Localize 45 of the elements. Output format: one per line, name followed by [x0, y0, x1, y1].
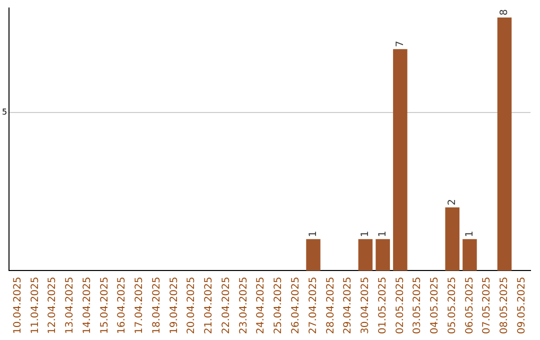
- bar: [393, 49, 408, 271]
- x-tick-label: 12.04.2025: [47, 276, 58, 334]
- data-label: 1: [464, 230, 476, 238]
- x-tick-label: 27.04.2025: [308, 276, 319, 334]
- x-tick-label: 07.05.2025: [482, 276, 493, 334]
- x-tick-label: 10.04.2025: [12, 276, 24, 334]
- data-label: 1: [377, 230, 388, 238]
- bar: [462, 239, 477, 271]
- x-tick-label: 24.04.2025: [256, 276, 267, 334]
- x-tick-label: 08.05.2025: [499, 276, 510, 334]
- bar: [306, 239, 320, 271]
- x-tick-label: 13.04.2025: [64, 276, 76, 334]
- x-tick-label: 23.04.2025: [238, 276, 250, 334]
- x-tick-label: 19.04.2025: [168, 276, 180, 334]
- y-tick-label: 5: [2, 108, 8, 117]
- data-label: 2: [446, 199, 458, 206]
- bar: [497, 17, 512, 271]
- data-label: 1: [360, 230, 372, 238]
- bar: [358, 239, 373, 271]
- x-tick-label: 26.04.2025: [290, 276, 302, 334]
- bar: [376, 239, 390, 271]
- x-tick-label: 18.04.2025: [151, 276, 162, 334]
- x-tick-label: 02.05.2025: [394, 276, 406, 334]
- x-tick-label: 04.05.2025: [430, 276, 441, 334]
- data-label: 1: [308, 230, 319, 238]
- x-tick-label: 25.04.2025: [273, 276, 284, 334]
- x-tick-label: 15.04.2025: [99, 276, 110, 334]
- data-label: 7: [394, 40, 406, 48]
- x-tick-label: 03.05.2025: [412, 276, 424, 334]
- x-tick-label: 06.05.2025: [464, 276, 476, 334]
- x-tick-label: 30.04.2025: [360, 276, 372, 334]
- bar: [445, 207, 460, 271]
- x-tick-label: 16.04.2025: [116, 276, 128, 334]
- x-tick-label: 20.04.2025: [186, 276, 198, 334]
- x-tick-label: 28.04.2025: [325, 276, 336, 334]
- x-tick-label: 09.05.2025: [516, 276, 528, 334]
- x-tick-label: 05.05.2025: [446, 276, 458, 334]
- x-tick-label: 01.05.2025: [377, 276, 388, 334]
- x-tick-label: 22.04.2025: [220, 276, 232, 334]
- x-tick-label: 29.04.2025: [342, 276, 354, 334]
- x-tick-label: 14.04.2025: [82, 276, 93, 334]
- data-label: 8: [499, 9, 510, 16]
- x-tick-label: 21.04.2025: [204, 276, 215, 334]
- x-tick-label: 17.04.2025: [134, 276, 146, 334]
- x-tick-label: 11.04.2025: [30, 276, 41, 334]
